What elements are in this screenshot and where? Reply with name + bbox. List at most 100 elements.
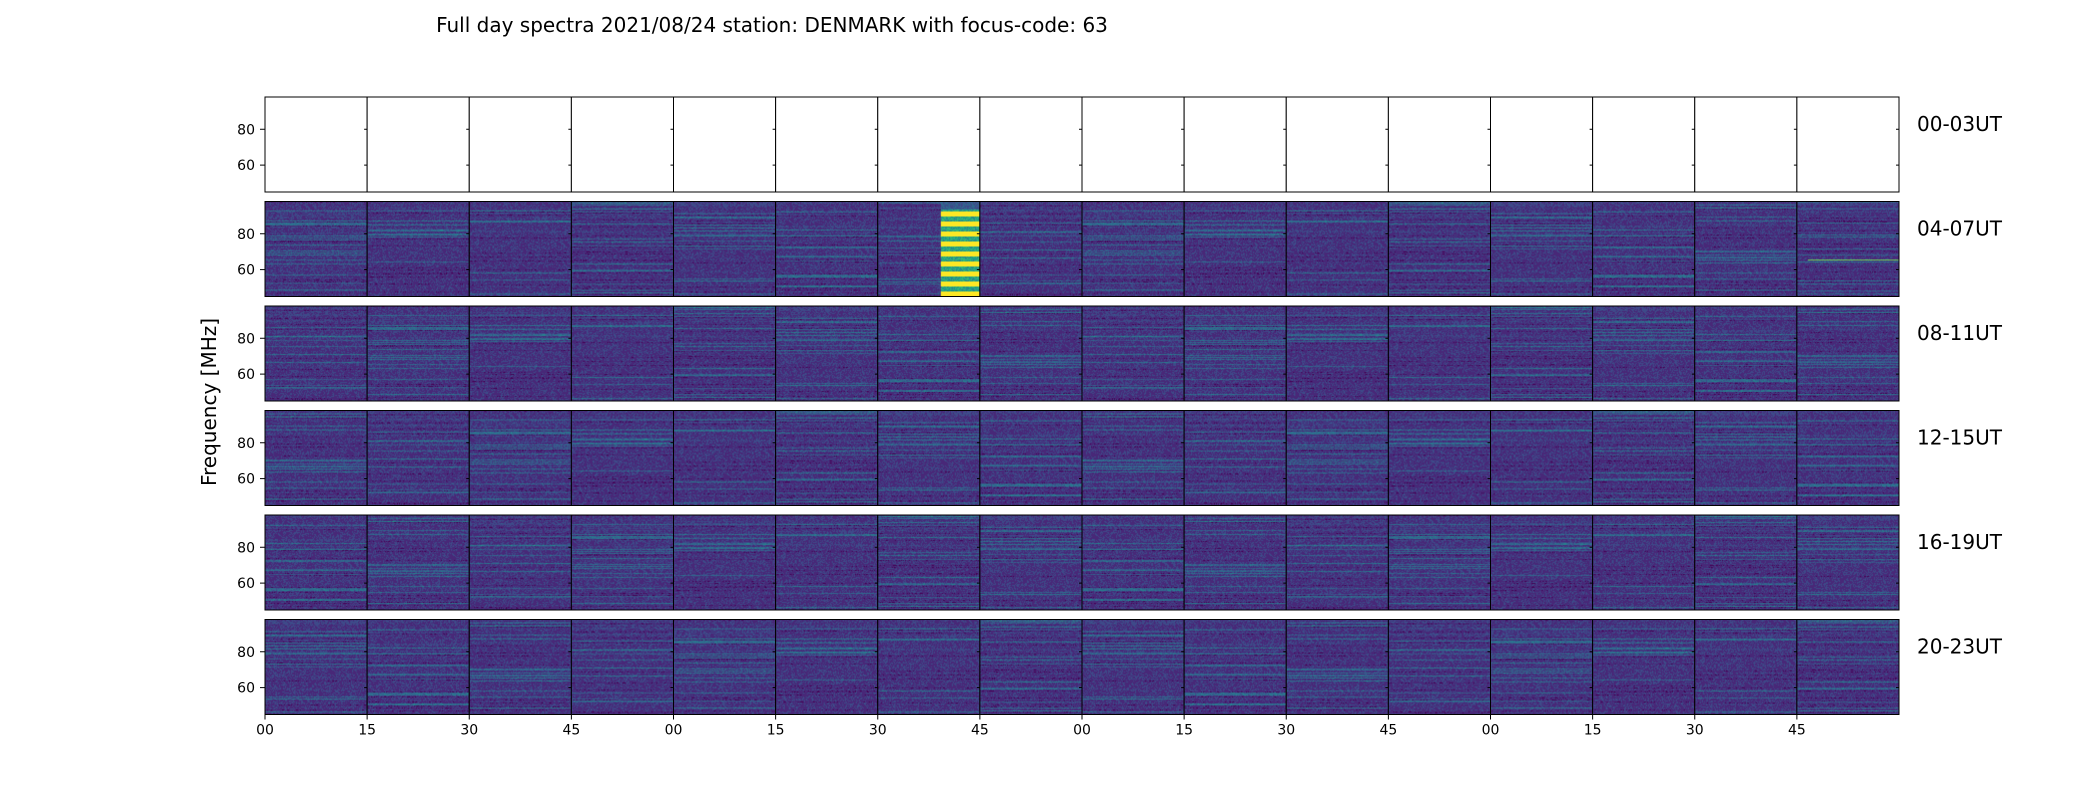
spectrogram-panel [1592, 514, 1696, 611]
spectrogram-panel [1694, 96, 1798, 193]
x-tick-label: 45 [1788, 723, 1806, 739]
spectrogram-image [979, 515, 1082, 610]
spectra-row: 80 60 20-23UT [237, 619, 2003, 715]
spectrogram-image [775, 306, 878, 401]
spectrogram-panel [366, 201, 470, 297]
spectrogram-panel [1387, 619, 1491, 715]
y-tick-label: 80 [237, 436, 255, 452]
spectrogram-image [1082, 306, 1185, 401]
spectrogram-panel [1592, 410, 1696, 506]
empty-panel [877, 97, 980, 192]
spectrogram-panel [1285, 619, 1389, 715]
spectrogram-image [673, 201, 776, 297]
spectrogram-panel [775, 305, 879, 402]
spectrogram-panel [570, 619, 674, 715]
spectrogram-image [1490, 410, 1593, 506]
empty-panel [571, 97, 674, 192]
empty-panel [1184, 97, 1287, 192]
spectrogram-image [265, 306, 368, 401]
spectrogram-panel [979, 410, 1083, 506]
spectrogram-panel [877, 96, 981, 193]
spectrogram-panel [1081, 514, 1185, 611]
spectrogram-panel [570, 305, 674, 402]
spectrogram-panel [468, 96, 572, 193]
spectrogram-image [1388, 306, 1491, 401]
y-tick-label: 60 [237, 576, 255, 592]
spectrogram-panel [1490, 514, 1594, 611]
y-axis-label: Frequency [MHz] [197, 318, 221, 486]
y-tick-label: 60 [237, 472, 255, 488]
spectrogram-panel [468, 619, 572, 715]
spectrogram-panel [1694, 514, 1798, 611]
x-tick-label: 30 [1277, 723, 1295, 739]
x-tick-label: 00 [256, 723, 274, 739]
spectrogram-panel [775, 96, 879, 193]
spectrogram-image [673, 619, 776, 715]
spectrogram-image [775, 515, 878, 610]
panel-frame [1796, 201, 1900, 297]
spectrogram-panel [1694, 410, 1798, 506]
spectrogram-panel [1490, 305, 1594, 402]
spectrogram-panel [1081, 201, 1185, 297]
spectrogram-panel [1592, 201, 1696, 297]
spectrogram-panel [673, 96, 777, 193]
y-tick-label: 80 [237, 540, 255, 556]
panel-frame [1796, 619, 1900, 715]
x-tick-label: 30 [1686, 723, 1704, 739]
empty-panel [1388, 97, 1491, 192]
x-tick-label: 15 [767, 723, 785, 739]
spectrogram-panel [1694, 305, 1798, 402]
spectrogram-image [1286, 306, 1389, 401]
spectrogram-image [979, 619, 1082, 715]
spectrogram-panel [673, 201, 777, 297]
spectrogram-image [1490, 619, 1593, 715]
spectrogram-image [1796, 306, 1899, 401]
spectrogram-panel [775, 619, 879, 715]
spectrogram-panel [1183, 305, 1287, 402]
spectrogram-image [1592, 306, 1695, 401]
spectrogram-image [1184, 410, 1287, 506]
spectrogram-panel [1796, 201, 1900, 297]
spectrogram-image [877, 515, 980, 610]
spectrogram-panel [1081, 410, 1185, 506]
spectrogram-panel [877, 410, 981, 506]
empty-panel [265, 97, 368, 192]
x-tick-label: 00 [1482, 723, 1500, 739]
spectrogram-image [1694, 515, 1797, 610]
x-axis-ticks: 00 15 30 45 00 15 30 45 00 15 30 45 00 15 30 45 [256, 714, 1806, 739]
spectrogram-image [1388, 619, 1491, 715]
x-tick-label: 45 [971, 723, 989, 739]
spectrogram-image [775, 410, 878, 506]
spectrogram-panel [1183, 514, 1287, 611]
spectrogram-image [1796, 201, 1899, 297]
spectrogram-panel [366, 96, 470, 193]
spectrogram-image [571, 515, 674, 610]
spectrogram-image [1082, 410, 1185, 506]
x-tick-label: 15 [1175, 723, 1193, 739]
spectrogram-image [1184, 619, 1287, 715]
spectrogram-image [1082, 619, 1185, 715]
spectrogram-panel [264, 305, 368, 402]
spectrogram-panel [264, 619, 368, 715]
spectrogram-image [1184, 201, 1287, 297]
spectrogram-image [571, 410, 674, 506]
spectrogram-panel [1490, 201, 1594, 297]
spectrogram-panel [877, 619, 981, 715]
spectrogram-panel [468, 410, 572, 506]
panel-frame [1796, 96, 1900, 193]
spectrogram-panel [1796, 96, 1900, 193]
spectrogram-panel [1285, 514, 1389, 611]
y-tick-label: 80 [237, 122, 255, 138]
spectrogram-image [1286, 619, 1389, 715]
spectrogram-image [469, 410, 572, 506]
spectrogram-panel [366, 410, 470, 506]
spectrogram-panel [1285, 410, 1389, 506]
spectrogram-image [469, 306, 572, 401]
empty-panel [1286, 97, 1389, 192]
empty-panel [673, 97, 776, 192]
spectrogram-image [1490, 306, 1593, 401]
spectrogram-panel [1796, 619, 1900, 715]
spectrogram-image [1286, 515, 1389, 610]
y-tick-label: 60 [237, 681, 255, 697]
row-time-label: 00-03UT [1917, 112, 2003, 136]
